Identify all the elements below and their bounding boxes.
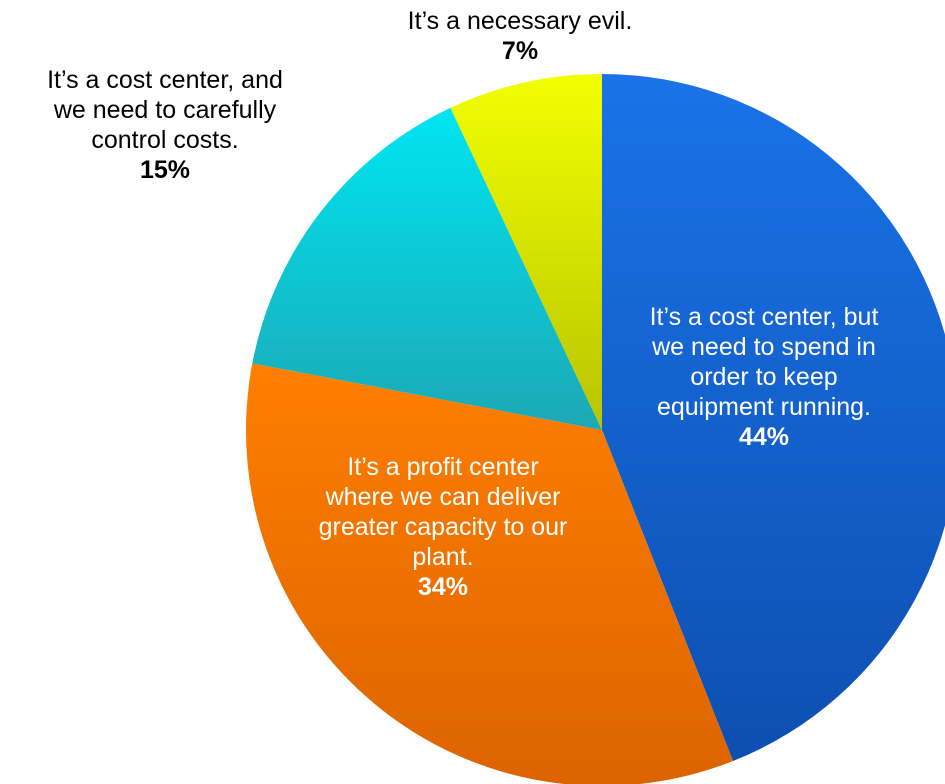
pie-slice-1 xyxy=(246,363,734,784)
pie-slice-2 xyxy=(252,107,603,431)
slice-label-text: It’s a necessary evil. xyxy=(407,7,633,35)
slice-label-text: It’s a cost center, but we need to spend… xyxy=(649,303,879,421)
pie-slice-3 xyxy=(450,74,602,430)
slice-label-text: It’s a profit center where we can delive… xyxy=(318,453,568,571)
slice-label-text: It’s a cost center, and we need to caref… xyxy=(47,66,283,154)
slice-label-cost-center-control: It’s a cost center, and we need to caref… xyxy=(5,65,325,185)
slice-value-label: 15% xyxy=(139,156,191,184)
slice-value-label: 44% xyxy=(738,423,790,451)
slice-value-label: 7% xyxy=(501,37,539,65)
slice-label-profit-center: It’s a profit center where we can delive… xyxy=(268,452,618,602)
slice-label-cost-center-spend: It’s a cost center, but we need to spend… xyxy=(594,302,934,452)
pie-slice-0 xyxy=(602,74,945,761)
slice-label-necessary-evil: It’s a necessary evil. 7% xyxy=(355,6,685,66)
slice-value-label: 34% xyxy=(417,573,469,601)
